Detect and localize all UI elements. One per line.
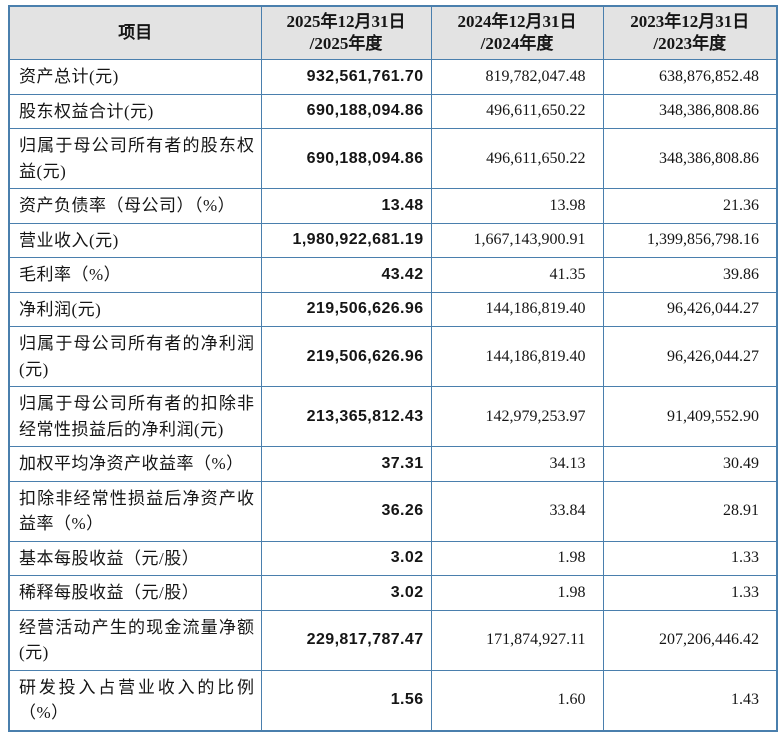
value-2025: 36.26 — [260, 480, 432, 542]
item-label: 股东权益合计(元) — [8, 93, 262, 130]
item-label: 研发投入占营业收入的比例（%） — [8, 669, 262, 732]
item-label: 净利润(元) — [8, 291, 262, 328]
item-label: 归属于母公司所有者的净利润(元) — [8, 326, 262, 388]
value-2024: 142,979,253.97 — [430, 386, 604, 448]
header-period-2023: 2023年12月31日 /2023年度 — [602, 5, 778, 61]
value-2024: 33.84 — [430, 480, 604, 542]
value-2023: 96,426,044.27 — [602, 291, 778, 328]
value-2025: 43.42 — [260, 257, 432, 293]
table-body: 资产总计(元) 932,561,761.70 819,782,047.48 63… — [8, 59, 778, 732]
value-2025: 932,561,761.70 — [260, 59, 432, 95]
value-2025: 13.48 — [260, 188, 432, 224]
item-label: 毛利率（%） — [8, 257, 262, 293]
header-period-2024: 2024年12月31日 /2024年度 — [430, 5, 604, 61]
value-2024: 819,782,047.48 — [430, 59, 604, 95]
table-row-equity-parent: 归属于母公司所有者的股东权益(元) 690,188,094.86 496,611… — [8, 128, 778, 190]
value-2023: 21.36 — [602, 188, 778, 224]
header-period-2025-year: /2025年度 — [309, 34, 383, 54]
table-row-net-profit: 净利润(元) 219,506,626.96 144,186,819.40 96,… — [8, 291, 778, 328]
item-label: 基本每股收益（元/股） — [8, 540, 262, 577]
value-2025: 3.02 — [260, 540, 432, 577]
table-row-total-equity: 股东权益合计(元) 690,188,094.86 496,611,650.22 … — [8, 93, 778, 130]
value-2025: 213,365,812.43 — [260, 386, 432, 448]
value-2025: 219,506,626.96 — [260, 326, 432, 388]
item-label: 经营活动产生的现金流量净额(元) — [8, 609, 262, 671]
value-2025: 219,506,626.96 — [260, 291, 432, 328]
value-2025: 690,188,094.86 — [260, 93, 432, 130]
header-period-2024-year: /2024年度 — [480, 34, 554, 54]
value-2025: 229,817,787.47 — [260, 609, 432, 671]
value-2025: 690,188,094.86 — [260, 128, 432, 190]
header-period-2023-year: /2023年度 — [653, 34, 727, 54]
header-item-column: 项目 — [8, 5, 262, 61]
value-2023: 1.33 — [602, 540, 778, 577]
value-2024: 171,874,927.11 — [430, 609, 604, 671]
table-row-rd-ratio: 研发投入占营业收入的比例（%） 1.56 1.60 1.43 — [8, 669, 778, 732]
value-2025: 1.56 — [260, 669, 432, 732]
table-row-deducted-roe: 扣除非经常性损益后净资产收益率（%） 36.26 33.84 28.91 — [8, 480, 778, 542]
value-2024: 144,186,819.40 — [430, 291, 604, 328]
value-2023: 28.91 — [602, 480, 778, 542]
header-period-2025-date: 2025年12月31日 — [286, 12, 406, 31]
financial-summary-table: 项目 2025年12月31日 /2025年度 2024年12月31日 /2024… — [8, 5, 778, 732]
value-2024: 34.13 — [430, 446, 604, 482]
table-row-debt-ratio: 资产负债率（母公司）（%） 13.48 13.98 21.36 — [8, 188, 778, 224]
value-2024: 1,667,143,900.91 — [430, 222, 604, 259]
table-row-net-profit-deducted: 归属于母公司所有者的扣除非经常性损益后的净利润(元) 213,365,812.4… — [8, 386, 778, 448]
item-label: 营业收入(元) — [8, 222, 262, 259]
value-2023: 39.86 — [602, 257, 778, 293]
value-2023: 1.33 — [602, 575, 778, 611]
item-label: 资产负债率（母公司）（%） — [8, 188, 262, 224]
table-row-basic-eps: 基本每股收益（元/股） 3.02 1.98 1.33 — [8, 540, 778, 577]
item-label: 归属于母公司所有者的扣除非经常性损益后的净利润(元) — [8, 386, 262, 448]
value-2024: 41.35 — [430, 257, 604, 293]
table-row-gross-margin: 毛利率（%） 43.42 41.35 39.86 — [8, 257, 778, 293]
value-2025: 1,980,922,681.19 — [260, 222, 432, 259]
value-2024: 1.98 — [430, 575, 604, 611]
value-2025: 37.31 — [260, 446, 432, 482]
item-label: 稀释每股收益（元/股） — [8, 575, 262, 611]
value-2023: 1.43 — [602, 669, 778, 732]
value-2024: 1.98 — [430, 540, 604, 577]
value-2023: 348,386,808.86 — [602, 93, 778, 130]
value-2025: 3.02 — [260, 575, 432, 611]
value-2024: 13.98 — [430, 188, 604, 224]
item-label: 加权平均净资产收益率（%） — [8, 446, 262, 482]
value-2024: 1.60 — [430, 669, 604, 732]
item-label: 归属于母公司所有者的股东权益(元) — [8, 128, 262, 190]
header-period-2023-date: 2023年12月31日 — [630, 12, 750, 31]
value-2023: 348,386,808.86 — [602, 128, 778, 190]
table-row-diluted-eps: 稀释每股收益（元/股） 3.02 1.98 1.33 — [8, 575, 778, 611]
table-row-operating-cash-flow: 经营活动产生的现金流量净额(元) 229,817,787.47 171,874,… — [8, 609, 778, 671]
table-header: 项目 2025年12月31日 /2025年度 2024年12月31日 /2024… — [8, 5, 778, 61]
value-2024: 496,611,650.22 — [430, 128, 604, 190]
value-2023: 207,206,446.42 — [602, 609, 778, 671]
value-2023: 30.49 — [602, 446, 778, 482]
table-row-weighted-roe: 加权平均净资产收益率（%） 37.31 34.13 30.49 — [8, 446, 778, 482]
value-2023: 638,876,852.48 — [602, 59, 778, 95]
table-row-net-profit-parent: 归属于母公司所有者的净利润(元) 219,506,626.96 144,186,… — [8, 326, 778, 388]
value-2023: 1,399,856,798.16 — [602, 222, 778, 259]
item-label: 扣除非经常性损益后净资产收益率（%） — [8, 480, 262, 542]
value-2024: 496,611,650.22 — [430, 93, 604, 130]
item-label: 资产总计(元) — [8, 59, 262, 95]
header-row: 项目 2025年12月31日 /2025年度 2024年12月31日 /2024… — [8, 5, 778, 61]
value-2023: 96,426,044.27 — [602, 326, 778, 388]
header-period-2024-date: 2024年12月31日 — [457, 12, 577, 31]
table-row-total-assets: 资产总计(元) 932,561,761.70 819,782,047.48 63… — [8, 59, 778, 95]
value-2024: 144,186,819.40 — [430, 326, 604, 388]
header-period-2025: 2025年12月31日 /2025年度 — [260, 5, 432, 61]
value-2023: 91,409,552.90 — [602, 386, 778, 448]
table-row-revenue: 营业收入(元) 1,980,922,681.19 1,667,143,900.9… — [8, 222, 778, 259]
